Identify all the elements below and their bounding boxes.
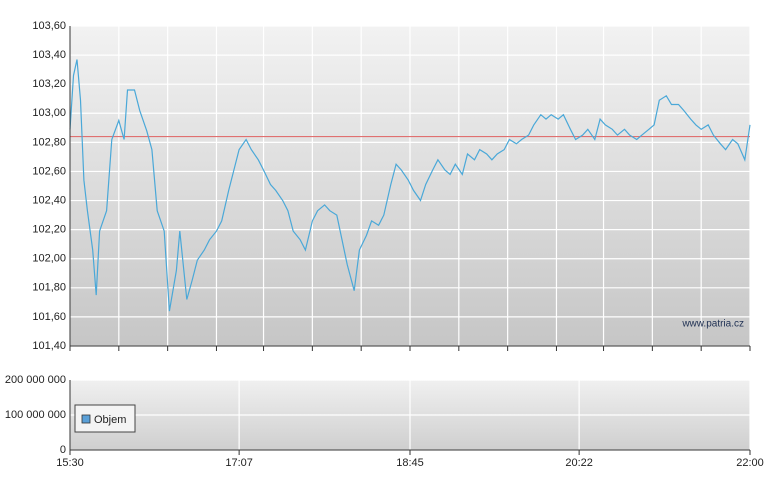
y-tick-label: 102,40 [32,194,66,206]
y-tick-label: 101,40 [32,340,66,352]
y-tick-label: 103,40 [32,49,66,61]
y-tick-label: 102,00 [32,253,66,265]
y-tick-label: 200 000 000 [5,374,66,386]
y-tick-label: 102,80 [32,136,66,148]
y-tick-label: 103,20 [32,78,66,90]
watermark: www.patria.cz [681,319,744,330]
price-line [69,59,751,312]
x-tick-label: 22:00 [736,457,764,469]
y-tick-label: 103,00 [32,107,66,119]
y-tick-label: 103,60 [32,20,66,32]
x-tick-label: 18:45 [396,457,424,469]
legend-swatch [81,414,91,424]
y-tick-label: 101,60 [32,311,66,323]
y-tick-label: 102,60 [32,165,66,177]
x-tick-label: 17:07 [225,457,253,469]
x-tick-label: 15:30 [56,457,84,469]
y-tick-label: 101,80 [32,282,66,294]
y-tick-label: 0 [60,444,66,456]
x-tick-label: 20:22 [565,457,593,469]
y-tick-label: 100 000 000 [5,409,66,421]
legend-label: Objem [94,414,126,426]
y-tick-label: 102,20 [32,224,66,236]
